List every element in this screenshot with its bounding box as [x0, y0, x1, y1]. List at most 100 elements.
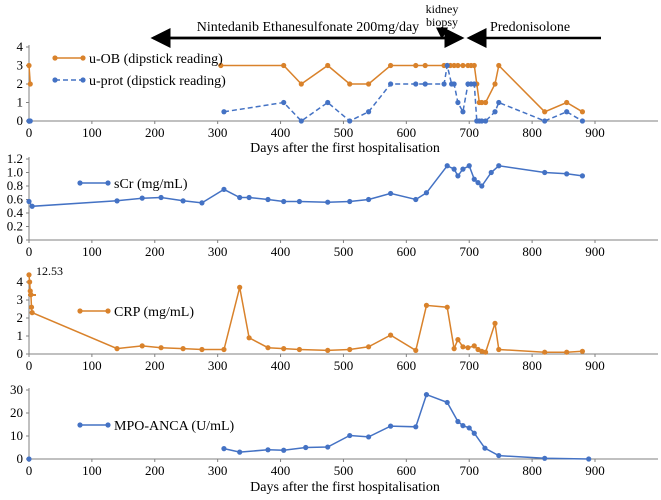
x-tick-label: 100	[82, 463, 102, 478]
data-point	[496, 62, 502, 69]
data-point	[422, 62, 428, 69]
y-tick-label: 0.4	[7, 205, 24, 220]
data-point	[441, 81, 447, 87]
data-point	[492, 109, 498, 115]
data-point	[347, 198, 353, 205]
data-point	[466, 163, 472, 169]
x-tick-label: 0	[26, 125, 33, 140]
data-point	[347, 118, 353, 124]
legend-marker	[52, 77, 58, 83]
x-axis-label: Days after the first hospitalisation	[250, 141, 440, 156]
data-point	[325, 62, 331, 69]
data-point	[471, 62, 477, 69]
y-tick-label: 1.2	[7, 151, 23, 166]
x-tick-label: 400	[271, 244, 291, 259]
x-tick-label: 700	[459, 244, 479, 259]
data-point	[423, 392, 430, 398]
series-line	[28, 274, 583, 354]
data-point	[460, 166, 466, 172]
panel-scr: 00.20.40.60.81.01.2 0 100 200 300 400 500 600 70…	[7, 151, 658, 259]
y-tick-label: 1	[17, 328, 24, 343]
legend-marker	[105, 422, 111, 428]
data-point	[475, 180, 481, 186]
data-point	[492, 81, 498, 87]
x-tick-label: 600	[397, 358, 417, 373]
y-tick-label: 1	[17, 95, 24, 110]
data-point	[325, 99, 331, 106]
data-point	[388, 332, 394, 338]
data-point	[542, 349, 548, 355]
x-tick-label: 500	[334, 463, 354, 478]
y-tick-label: 0.6	[7, 192, 24, 207]
y-tick-label: 4	[17, 274, 24, 289]
x-tick-label: 200	[145, 244, 165, 259]
data-point	[388, 62, 394, 69]
y-tick-label: 0	[17, 451, 24, 466]
data-point	[218, 62, 224, 69]
data-point	[455, 62, 461, 69]
data-point	[221, 346, 227, 353]
data-point	[471, 81, 477, 87]
legend-marker	[80, 77, 86, 83]
data-point	[388, 423, 394, 429]
kidney-biopsy-label-2: biopsy	[426, 15, 458, 29]
data-point	[451, 166, 457, 172]
data-point	[413, 424, 419, 430]
data-point	[564, 349, 570, 355]
data-point	[444, 399, 450, 406]
data-point	[496, 452, 502, 459]
data-point	[303, 444, 309, 451]
data-point	[482, 445, 488, 451]
data-point	[298, 118, 304, 124]
data-point	[542, 109, 548, 115]
data-point	[180, 346, 186, 352]
data-point	[29, 203, 35, 209]
legend-marker	[77, 180, 83, 186]
series-line	[28, 164, 583, 208]
legend-marker	[77, 308, 83, 314]
x-tick-label: 600	[397, 244, 417, 259]
data-point	[423, 190, 430, 196]
data-point	[366, 196, 372, 203]
data-point	[444, 304, 450, 310]
data-point	[423, 302, 430, 308]
data-point	[564, 99, 570, 106]
data-point	[488, 169, 494, 176]
x-tick-label: 200	[145, 358, 165, 373]
data-point	[479, 183, 485, 189]
data-point	[325, 347, 331, 353]
data-point	[265, 345, 271, 351]
data-point	[466, 425, 472, 431]
data-point	[27, 81, 33, 87]
data-point	[460, 423, 466, 429]
data-point	[496, 99, 502, 106]
y-tick-label: 30	[10, 382, 23, 397]
x-tick-label: 800	[522, 358, 542, 373]
data-point	[281, 99, 287, 106]
data-point	[482, 99, 489, 106]
data-point	[444, 62, 450, 69]
data-point	[281, 198, 287, 205]
legend-label: sCr (mg/mL)	[114, 177, 188, 192]
data-point	[388, 190, 394, 197]
x-tick-label: 900	[585, 125, 605, 140]
data-point	[237, 284, 243, 290]
data-point	[479, 99, 485, 106]
data-point	[199, 346, 205, 353]
x-tick-label: 900	[585, 244, 605, 259]
data-point	[347, 346, 353, 353]
x-tick-label: 200	[145, 463, 165, 478]
x-tick-label: 400	[271, 463, 291, 478]
data-point	[347, 81, 353, 87]
x-tick-label: 200	[145, 125, 165, 140]
y-tick-label: 0	[17, 232, 24, 247]
crp-outlier-label: 12.53	[36, 264, 63, 278]
x-tick-label: 900	[585, 358, 605, 373]
data-point	[158, 194, 164, 201]
x-tick-label: 500	[334, 358, 354, 373]
data-point	[281, 62, 287, 69]
x-tick-label: 0	[26, 244, 33, 259]
